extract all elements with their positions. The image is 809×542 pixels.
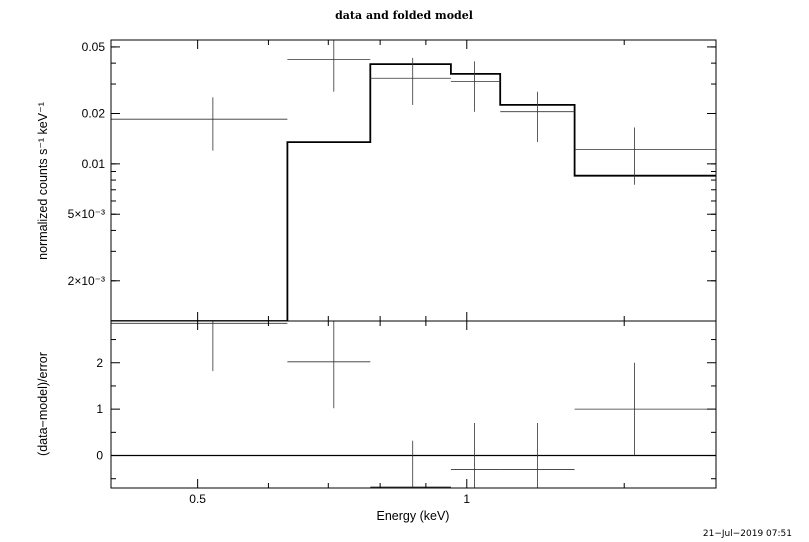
spectrum-data-point-5 — [500, 91, 575, 143]
spectrum-panel: 0.05 0.02 0.01 5×10⁻³ 2×10⁻³ normalized coun… — [36, 39, 717, 322]
spectrum-y-tick-label: 0.01 — [82, 157, 106, 171]
residual-point-2 — [287, 321, 371, 409]
spectrum-data-point-4 — [450, 61, 501, 112]
residual-point-5 — [500, 423, 575, 488]
residuals-y-axis-label: (data−model)/error — [36, 352, 50, 456]
residuals-frame — [110, 320, 717, 489]
timestamp: 21−Jul−2019 07:51 — [702, 529, 792, 539]
residual-point-1 — [111, 321, 288, 372]
spectrum-y-axis-label: normalized counts s⁻¹ keV⁻¹ — [36, 102, 50, 260]
spectrum-data-point-1 — [111, 97, 288, 151]
spectrum-data-point-3 — [370, 57, 451, 105]
spectrum-data-point-6 — [574, 127, 716, 185]
residual-point-3 — [370, 440, 451, 488]
chart-title: data and folded model — [335, 9, 473, 22]
spectrum-data-point-2 — [287, 40, 371, 92]
residual-y-tick-label: 2 — [96, 356, 103, 370]
x-tick-label: 1 — [463, 492, 470, 506]
x-axis-label: Energy (keV) — [377, 509, 450, 523]
residual-y-tick-label: 1 — [96, 402, 103, 416]
x-tick-label: 0.5 — [189, 492, 206, 506]
residual-y-tick-label: 0 — [96, 449, 103, 463]
spectrum-y-tick-label: 0.02 — [82, 106, 106, 120]
residuals-panel: 0.5 1 2 1 0 (data−model)/error Energy (keV) — [36, 320, 717, 523]
model-histogram — [111, 63, 716, 321]
spectrum-y-tick-label: 0.05 — [82, 40, 106, 54]
spectrum-y-tick-label: 2×10⁻³ — [68, 274, 105, 288]
spectrum-y-tick-label: 5×10⁻³ — [68, 207, 105, 221]
residual-point-4 — [450, 423, 501, 488]
spectrum-frame — [110, 39, 717, 322]
residual-point-6 — [574, 362, 716, 456]
